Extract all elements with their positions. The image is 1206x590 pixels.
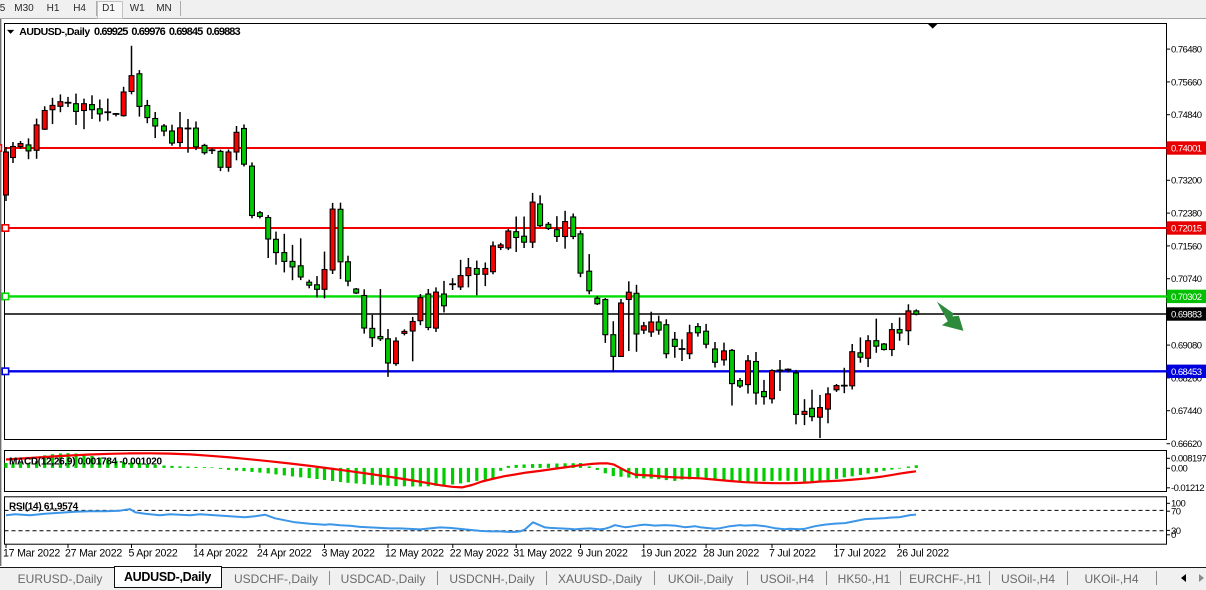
svg-text:7 Jul 2022: 7 Jul 2022 — [769, 548, 816, 560]
svg-text:17 Mar 2022: 17 Mar 2022 — [3, 548, 60, 560]
svg-text:31 May 2022: 31 May 2022 — [513, 548, 572, 560]
svg-text:26 Jul 2022: 26 Jul 2022 — [897, 548, 950, 560]
svg-text:0.74001: 0.74001 — [1171, 144, 1202, 155]
svg-text:28 Jun 2022: 28 Jun 2022 — [703, 548, 759, 560]
svg-text:0.69080: 0.69080 — [1171, 341, 1202, 352]
svg-text:0.72015: 0.72015 — [1171, 224, 1202, 235]
svg-text:0.75660: 0.75660 — [1171, 77, 1202, 88]
svg-text:0.74840: 0.74840 — [1171, 110, 1202, 121]
svg-text:0.70302: 0.70302 — [1171, 292, 1202, 303]
svg-text:17 Jul 2022: 17 Jul 2022 — [834, 548, 887, 560]
svg-text:19 Jun 2022: 19 Jun 2022 — [641, 548, 697, 560]
svg-text:0.70740: 0.70740 — [1171, 274, 1202, 285]
svg-text:30: 30 — [1171, 526, 1181, 537]
svg-text:0.73200: 0.73200 — [1171, 176, 1202, 187]
svg-text:70: 70 — [1171, 507, 1181, 518]
svg-text:14 Apr 2022: 14 Apr 2022 — [193, 548, 248, 560]
svg-text:0.00: 0.00 — [1171, 464, 1188, 475]
svg-text:RSI(14) 61.9574: RSI(14) 61.9574 — [9, 502, 79, 513]
svg-text:-0.01212: -0.01212 — [1171, 483, 1204, 494]
svg-text:0.69925 0.69976 0.69845 0.6988: 0.69925 0.69976 0.69845 0.69883 — [94, 26, 240, 38]
svg-text:24 Apr 2022: 24 Apr 2022 — [257, 548, 312, 560]
svg-text:22 May 2022: 22 May 2022 — [450, 548, 509, 560]
svg-text:0.66620: 0.66620 — [1171, 439, 1202, 450]
svg-text:100: 100 — [1171, 499, 1185, 510]
svg-text:9 Jun 2022: 9 Jun 2022 — [578, 548, 629, 560]
svg-text:0.68453: 0.68453 — [1171, 367, 1202, 378]
svg-text:27 Mar 2022: 27 Mar 2022 — [65, 548, 122, 560]
svg-text:0.76480: 0.76480 — [1171, 45, 1202, 56]
svg-text:0.67440: 0.67440 — [1171, 406, 1202, 417]
svg-text:0.71560: 0.71560 — [1171, 241, 1202, 252]
svg-text:0: 0 — [1171, 530, 1176, 541]
svg-text:3 May 2022: 3 May 2022 — [322, 548, 375, 560]
svg-text:AUDUSD-,Daily: AUDUSD-,Daily — [19, 26, 90, 38]
svg-text:MACD(12,26,9) 0.001784 -0.0010: MACD(12,26,9) 0.001784 -0.001020 — [9, 456, 162, 467]
svg-text:0.68260: 0.68260 — [1171, 373, 1202, 384]
svg-text:5 Apr 2022: 5 Apr 2022 — [129, 548, 178, 560]
svg-text:12 May 2022: 12 May 2022 — [385, 548, 444, 560]
svg-text:0.69883: 0.69883 — [1171, 310, 1202, 321]
svg-text:0.008197: 0.008197 — [1171, 454, 1206, 465]
svg-text:0.72380: 0.72380 — [1171, 209, 1202, 220]
